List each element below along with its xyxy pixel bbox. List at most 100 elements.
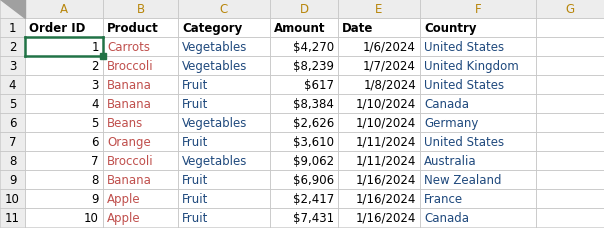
Bar <box>25 57 103 76</box>
Text: Product: Product <box>107 22 159 35</box>
Text: Fruit: Fruit <box>182 97 208 110</box>
Bar <box>536 38 604 57</box>
Text: 6: 6 <box>91 135 99 148</box>
Text: France: France <box>424 192 463 205</box>
Text: 8: 8 <box>92 173 99 186</box>
Bar <box>338 208 420 227</box>
Bar <box>178 94 270 113</box>
Bar <box>338 57 420 76</box>
Bar <box>103 57 178 76</box>
Text: Country: Country <box>424 22 477 35</box>
Bar <box>178 189 270 208</box>
Bar <box>338 0 420 19</box>
Text: Broccoli: Broccoli <box>107 60 153 73</box>
Bar <box>178 19 270 38</box>
Text: C: C <box>220 3 228 16</box>
Bar <box>0 94 25 113</box>
Bar <box>178 0 270 19</box>
Text: 5: 5 <box>92 116 99 129</box>
Text: Canada: Canada <box>424 211 469 224</box>
Text: Germany: Germany <box>424 116 478 129</box>
Bar <box>25 132 103 151</box>
Text: $3,610: $3,610 <box>293 135 334 148</box>
Bar <box>270 38 338 57</box>
Text: A: A <box>60 3 68 16</box>
Bar <box>338 132 420 151</box>
Text: Fruit: Fruit <box>182 173 208 186</box>
Bar <box>420 208 536 227</box>
Bar <box>420 38 536 57</box>
Bar <box>103 151 178 170</box>
Text: Banana: Banana <box>107 97 152 110</box>
Bar <box>536 19 604 38</box>
Bar <box>536 0 604 19</box>
Text: United States: United States <box>424 79 504 92</box>
Text: 1: 1 <box>8 22 16 35</box>
Bar <box>25 113 103 132</box>
Text: 4: 4 <box>8 79 16 92</box>
Bar <box>0 208 25 227</box>
Text: $617: $617 <box>304 79 334 92</box>
Bar <box>420 94 536 113</box>
Text: B: B <box>137 3 144 16</box>
Text: 1/10/2024: 1/10/2024 <box>356 97 416 110</box>
Text: 7: 7 <box>91 154 99 167</box>
Polygon shape <box>0 0 25 19</box>
Bar <box>0 151 25 170</box>
Text: 1/8/2024: 1/8/2024 <box>363 79 416 92</box>
Bar <box>25 38 103 57</box>
Text: 1/10/2024: 1/10/2024 <box>356 116 416 129</box>
Bar <box>536 57 604 76</box>
Bar <box>0 170 25 189</box>
Bar <box>103 208 178 227</box>
Bar <box>270 170 338 189</box>
Bar <box>420 132 536 151</box>
Bar <box>338 113 420 132</box>
Bar <box>338 94 420 113</box>
Text: 2: 2 <box>8 41 16 54</box>
Bar <box>103 170 178 189</box>
Bar <box>536 170 604 189</box>
Bar <box>103 189 178 208</box>
Bar <box>338 19 420 38</box>
Bar <box>338 189 420 208</box>
Text: United Kingdom: United Kingdom <box>424 60 519 73</box>
Text: G: G <box>565 3 574 16</box>
Text: $6,906: $6,906 <box>293 173 334 186</box>
Text: 1/6/2024: 1/6/2024 <box>363 41 416 54</box>
Bar <box>270 19 338 38</box>
Bar <box>420 113 536 132</box>
Text: 3: 3 <box>9 60 16 73</box>
Bar <box>420 19 536 38</box>
Text: Beans: Beans <box>107 116 143 129</box>
Text: $2,417: $2,417 <box>293 192 334 205</box>
Text: Canada: Canada <box>424 97 469 110</box>
Bar <box>270 94 338 113</box>
Text: 1/16/2024: 1/16/2024 <box>356 173 416 186</box>
Text: Vegetables: Vegetables <box>182 116 248 129</box>
Bar <box>270 76 338 94</box>
Text: 1/11/2024: 1/11/2024 <box>356 135 416 148</box>
Text: Vegetables: Vegetables <box>182 60 248 73</box>
Bar <box>103 113 178 132</box>
Text: D: D <box>300 3 309 16</box>
Bar <box>420 57 536 76</box>
Bar <box>0 19 25 38</box>
Text: Apple: Apple <box>107 211 141 224</box>
Bar <box>178 170 270 189</box>
Bar <box>25 19 103 38</box>
Bar <box>178 57 270 76</box>
Text: 1/11/2024: 1/11/2024 <box>356 154 416 167</box>
Text: 1/16/2024: 1/16/2024 <box>356 211 416 224</box>
Text: Broccoli: Broccoli <box>107 154 153 167</box>
Bar <box>338 170 420 189</box>
Bar <box>338 76 420 94</box>
Text: Banana: Banana <box>107 79 152 92</box>
Bar <box>25 208 103 227</box>
Bar <box>0 57 25 76</box>
Text: United States: United States <box>424 135 504 148</box>
Text: $2,626: $2,626 <box>293 116 334 129</box>
Text: Vegetables: Vegetables <box>182 41 248 54</box>
Text: $7,431: $7,431 <box>293 211 334 224</box>
Text: $8,384: $8,384 <box>293 97 334 110</box>
